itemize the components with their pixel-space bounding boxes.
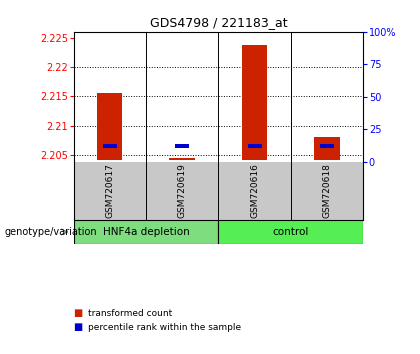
Text: genotype/variation: genotype/variation (4, 227, 97, 237)
Text: transformed count: transformed count (88, 309, 173, 318)
Bar (74, 220, 218, 244)
Bar (315, 137, 340, 160)
Bar (248, 144, 262, 148)
Text: GSM720619: GSM720619 (178, 163, 186, 218)
Text: ■: ■ (74, 322, 86, 332)
Text: HNF4a depletion: HNF4a depletion (102, 227, 189, 237)
Bar (103, 144, 117, 148)
Bar (242, 45, 267, 160)
Text: GSM720617: GSM720617 (105, 163, 114, 218)
Bar (170, 158, 195, 160)
Text: control: control (273, 227, 309, 237)
Bar (320, 144, 334, 148)
Text: percentile rank within the sample: percentile rank within the sample (88, 323, 242, 332)
Text: GSM720616: GSM720616 (250, 163, 259, 218)
Bar (218, 220, 363, 244)
Text: GSM720618: GSM720618 (323, 163, 331, 218)
Text: ■: ■ (74, 308, 86, 318)
Bar (97, 93, 122, 160)
Bar (175, 144, 189, 148)
Title: GDS4798 / 221183_at: GDS4798 / 221183_at (150, 16, 287, 29)
